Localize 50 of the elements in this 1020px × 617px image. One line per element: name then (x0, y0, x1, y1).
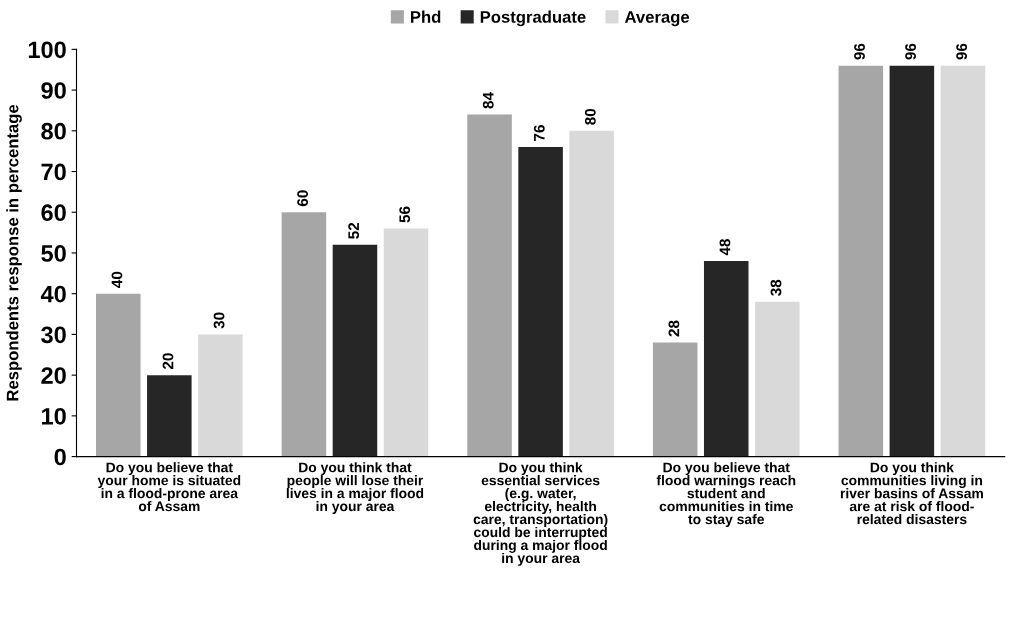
y-tick-label: 100 (28, 41, 66, 59)
bar (703, 261, 749, 457)
bar (518, 147, 563, 457)
y-tick-label: 40 (40, 285, 66, 303)
bar (383, 228, 429, 457)
data-label: 20 (162, 353, 174, 370)
data-label: 96 (854, 43, 865, 60)
bar (332, 244, 378, 457)
data-label: 48 (719, 239, 731, 256)
bar (198, 334, 243, 457)
y-tick-label: 50 (41, 245, 66, 262)
bar (652, 342, 698, 457)
data-label: 60 (297, 190, 309, 207)
y-tick-label: 10 (42, 407, 66, 425)
y-tick-label: 20 (41, 367, 66, 384)
data-label: 30 (213, 312, 225, 329)
x-tick-label: Do you believe that your home is situated in a flood-prone area of Assam (97, 462, 241, 512)
data-label: 96 (905, 43, 916, 60)
data-label: 84 (482, 92, 494, 109)
data-label: 28 (668, 320, 680, 337)
bar (281, 212, 327, 457)
data-label: 56 (399, 206, 411, 223)
data-label: 76 (533, 125, 545, 141)
bar (940, 65, 986, 457)
x-tick-label: Do you think essential services (e.g. water, electricity, health care, transportation) could be interrupted during a major flood in your area (473, 462, 608, 566)
x-tick-label: Do you think communities living in river basins of Assam are at risk of flood- related disasters (840, 462, 983, 525)
bar (889, 65, 935, 457)
legend-label: Phd (410, 10, 441, 23)
data-label: 96 (956, 43, 968, 60)
y-tick-label: 60 (41, 204, 66, 222)
bar (467, 114, 512, 457)
bar (147, 375, 192, 457)
data-label: 40 (111, 271, 123, 288)
y-tick-label: 90 (41, 82, 66, 99)
y-tick-label: 0 (54, 448, 66, 466)
data-label: 52 (348, 222, 360, 239)
y-tick-label: 30 (41, 326, 66, 344)
data-label: 80 (584, 108, 596, 125)
bar (755, 301, 800, 457)
data-label: 38 (770, 279, 782, 296)
bar (569, 130, 614, 457)
bar (95, 293, 141, 457)
legend-label: Postgraduate (480, 10, 586, 27)
legend-label: Average (624, 11, 690, 27)
x-tick-label: Do you believe that flood warnings reach student and communities in time to stay safe (656, 462, 796, 527)
y-tick-label: 80 (41, 122, 66, 140)
y-axis-title: Respondents response in percentage (6, 104, 22, 401)
y-tick-label: 70 (41, 163, 66, 181)
x-tick-label: Do you think that people will lose their lives in a major flood in your area (286, 462, 424, 514)
bar (838, 65, 884, 457)
